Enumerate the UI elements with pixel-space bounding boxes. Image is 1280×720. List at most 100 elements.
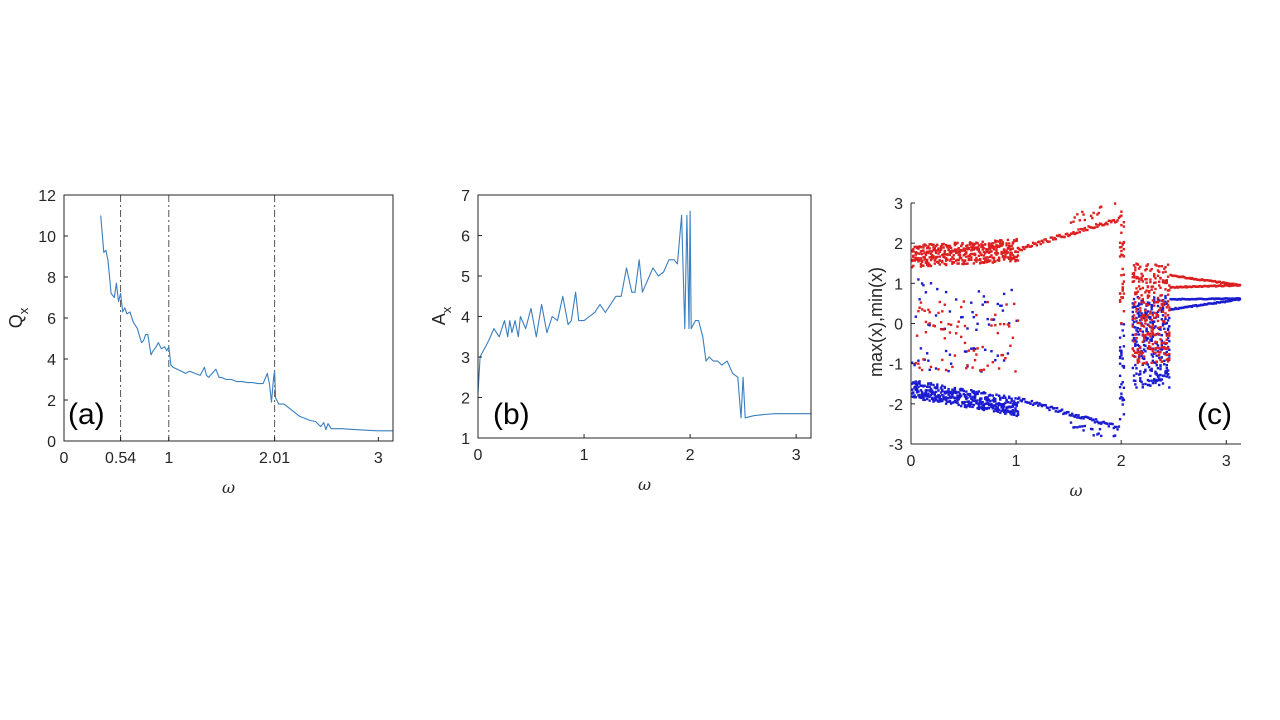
panel-c-max-point [1132, 314, 1136, 317]
panel-a-y-tick-label: 10 [38, 229, 56, 246]
panel-c-max-point [986, 300, 989, 304]
panel-c-min-point [986, 396, 989, 399]
panel-c-max-point [1135, 262, 1138, 265]
panel-c-max-point [1164, 279, 1167, 283]
panel-c-max-point [1165, 342, 1168, 345]
panel-c-min-point [1155, 364, 1158, 367]
panel-c-min-point [951, 388, 954, 391]
panel-c-max-point [1158, 309, 1161, 312]
panel-c-min-point [1144, 311, 1147, 314]
panel-c-max-point [1001, 241, 1005, 244]
panel-c-min-point [1137, 333, 1141, 336]
panel-c-min-point [982, 391, 986, 394]
panel-c-max-point [914, 245, 917, 249]
panel-c-max-point [1122, 240, 1126, 244]
panel-c-max-point [1139, 265, 1142, 268]
panel-c-min-point [1160, 348, 1163, 351]
panel-c-min-point [1146, 337, 1150, 340]
panel-c-min-point [981, 303, 984, 306]
panel-c-min-point [1168, 316, 1171, 320]
panel-c-min-point [1146, 383, 1150, 387]
panel-c-min-point [949, 391, 953, 394]
panel-c-min-point [1134, 305, 1137, 309]
panel-c-max-point [1089, 214, 1093, 218]
panel-c-min-point [924, 395, 928, 398]
panel-c-max-point [981, 245, 984, 249]
panel-c-max-point [996, 331, 999, 335]
panel-c-max-point [920, 249, 924, 253]
panel-c-max-point [1145, 361, 1148, 364]
panel-c-max-point [973, 359, 977, 362]
panel-c-min-point [939, 386, 943, 389]
panel-c-min-point [1207, 302, 1210, 305]
panel-c-max-point [1006, 256, 1010, 259]
panel-c-min-point [1102, 420, 1105, 424]
panel-c-max-point [953, 243, 957, 247]
panel-c-min-point [923, 358, 926, 361]
panel-c-min-point [1103, 421, 1107, 425]
panel-c-max-point [1139, 329, 1142, 332]
panel-c-min-point [1139, 377, 1142, 380]
panel-c-max-point [992, 256, 996, 259]
panel-c-max-point [1139, 309, 1142, 313]
panel-c-max-point [1015, 255, 1018, 259]
panel-c-plot-layer [910, 202, 1242, 438]
panel-c-min-point [1118, 346, 1122, 349]
panel-c-min-point [1166, 337, 1170, 340]
panel-c-max-point [970, 252, 973, 256]
panel-c-max-point [1204, 279, 1208, 282]
panel-c-max-point [1139, 287, 1142, 291]
panel-c-min-point [1121, 329, 1124, 332]
panel-c-min-point [1236, 297, 1239, 300]
panel-c-min-point [1096, 420, 1099, 423]
panel-c-max-point [1011, 336, 1015, 339]
panel-c-min-point [910, 388, 914, 391]
panel-c-max-point [1121, 296, 1124, 299]
panel-c-min-point [1113, 434, 1117, 437]
panel-c-max-point [939, 321, 943, 324]
panel-c-min-point [992, 318, 996, 321]
panel-c-min-point [1081, 416, 1084, 419]
panel-c-max-point [1190, 276, 1194, 280]
panel-c-min-point [1074, 413, 1078, 417]
panel-c-min-point [1168, 376, 1171, 379]
panel-c-max-point [1216, 284, 1219, 288]
panel-c-max-point [1005, 249, 1008, 252]
panel-c-min-point [1076, 416, 1079, 419]
panel-c-max-point [990, 254, 993, 257]
panel-c-min-point [922, 396, 925, 399]
panel-c-max-point [1145, 267, 1148, 271]
panel-c-max-point [1207, 285, 1210, 288]
panel-c-min-point [957, 394, 960, 397]
panel-c-max-point [982, 257, 986, 260]
panel-c-max-point [1030, 244, 1034, 248]
panel-c-min-point [1226, 300, 1229, 303]
panel-c-max-point [994, 260, 997, 263]
panel-c-max-point [973, 253, 977, 257]
panel-c-min-point [1153, 301, 1156, 304]
panel-c-min-point [1000, 406, 1003, 409]
panel-c-max-point [933, 262, 936, 265]
panel-c-max-point [952, 254, 955, 257]
panel-c-max-point [1142, 313, 1146, 316]
panel-c-max-point [1164, 288, 1167, 291]
panel-c-max-point [944, 257, 948, 260]
panel-c-min-point [1150, 305, 1153, 309]
panel-c-min-point [984, 407, 987, 410]
panel-c-min-point [1137, 356, 1141, 359]
panel-c-max-point [992, 247, 996, 250]
panel-c-max-point [1100, 205, 1103, 208]
panel-c-min-point [943, 385, 946, 389]
panel-c-max-point [920, 264, 924, 267]
panel-c-min-point [1142, 340, 1146, 343]
panel-c-max-point [922, 358, 925, 361]
panel-c-min-point [1166, 369, 1170, 372]
panel-c-min-point [1161, 306, 1165, 309]
panel-c-min-point [1158, 383, 1161, 387]
panel-c-min-point [953, 396, 957, 399]
panel-c-max-point [1121, 289, 1124, 292]
panel-c-max-point [1026, 243, 1030, 247]
panel-c-max-point [1134, 355, 1137, 358]
panel-c-max-point [1002, 251, 1006, 255]
panel-c-max-point [982, 368, 986, 371]
